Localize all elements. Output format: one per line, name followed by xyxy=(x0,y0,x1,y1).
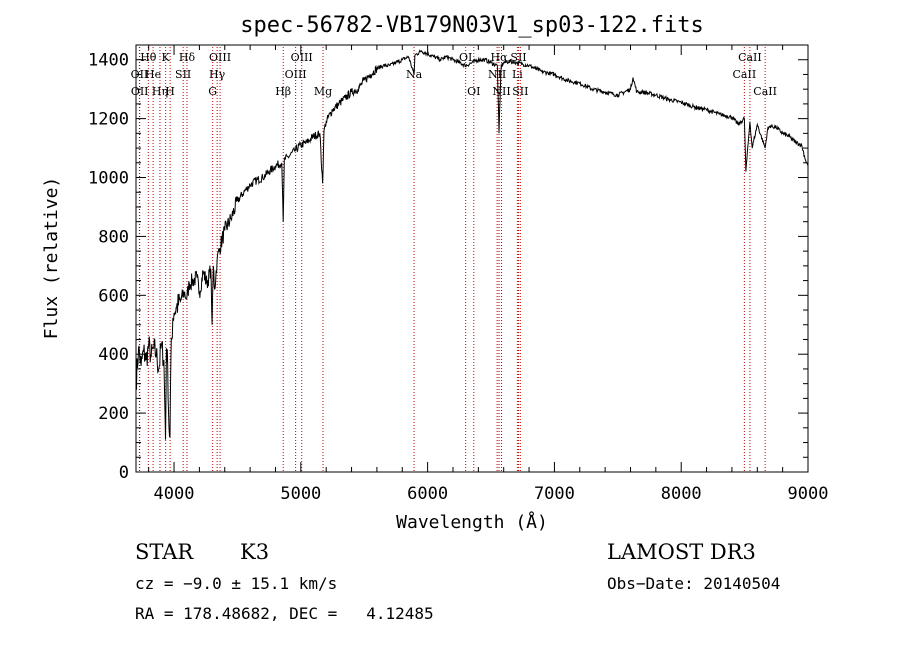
tick-layer: 4000 5000 6000 7000 8000 9000 0 200 400 600 800 100… xyxy=(88,45,828,504)
x-axis-label: Wavelength (Å) xyxy=(396,511,548,533)
line-label: G xyxy=(208,85,217,98)
x-tick-label: 8000 xyxy=(661,484,702,504)
line-label: SII xyxy=(510,51,526,64)
line-label: He xyxy=(145,68,161,81)
y-tick-label: 1200 xyxy=(88,110,129,130)
y-tick-label: 800 xyxy=(98,227,129,247)
line-label: OIII xyxy=(209,51,231,64)
y-axis-label: Flux (relative) xyxy=(41,177,62,340)
observation-date: Obs−Date: 20140504 xyxy=(607,574,781,593)
spectrum-line xyxy=(135,49,809,440)
line-label: SII xyxy=(175,68,191,81)
line-label: OIII xyxy=(291,51,313,64)
line-label: Na xyxy=(406,68,423,81)
line-label: Mg xyxy=(314,85,332,98)
x-tick-label: 9000 xyxy=(788,484,829,504)
chart-title: spec-56782-VB179N03V1_sp03-122.fits xyxy=(240,13,704,38)
line-label: OII xyxy=(131,85,149,98)
line-label: OI xyxy=(467,85,480,98)
spectral-subclass: K3 xyxy=(240,540,270,564)
y-tick-label: 600 xyxy=(98,286,129,306)
line-label: NII xyxy=(492,85,510,98)
y-tick-label: 1400 xyxy=(88,51,129,71)
line-label: Hγ xyxy=(209,68,226,81)
y-tick-label: 200 xyxy=(98,404,129,424)
line-label: K xyxy=(162,51,171,64)
coordinates-readout: RA = 178.48682, DEC = 4.12485 xyxy=(135,604,434,623)
y-tick-label: 0 xyxy=(119,463,129,483)
line-label: Hβ xyxy=(275,85,291,98)
y-tick-label: 1000 xyxy=(88,169,129,189)
plot-frame xyxy=(135,44,809,473)
line-label: CaII xyxy=(738,51,762,64)
line-label: Li xyxy=(512,68,523,81)
line-label: CaII xyxy=(753,85,777,98)
line-label: SII xyxy=(512,85,528,98)
line-label: H xyxy=(165,85,175,98)
survey-name: LAMOST DR3 xyxy=(607,540,756,564)
line-marker-layer xyxy=(138,47,766,472)
x-tick-label: 4000 xyxy=(154,484,195,504)
object-class: STAR xyxy=(135,540,194,564)
x-tick-label: 7000 xyxy=(534,484,575,504)
line-label: Hθ xyxy=(140,51,157,64)
line-label: Hδ xyxy=(179,51,196,64)
x-tick-label: 5000 xyxy=(280,484,321,504)
line-label: OI xyxy=(459,51,472,64)
line-label: OIII xyxy=(285,68,307,81)
line-label: CaII xyxy=(733,68,757,81)
redshift-readout: cz = −9.0 ± 15.1 km/s xyxy=(135,574,338,593)
y-tick-label: 400 xyxy=(98,345,129,365)
line-label: Hη xyxy=(152,85,168,98)
x-tick-label: 6000 xyxy=(407,484,448,504)
line-label: Hα xyxy=(490,51,508,64)
